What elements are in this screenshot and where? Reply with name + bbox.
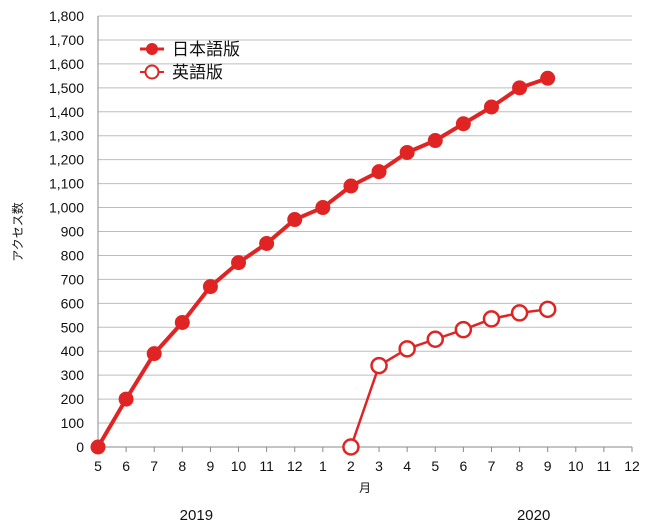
x-tick-label: 6	[122, 458, 130, 474]
x-tick-label: 2	[347, 458, 355, 474]
y-tick-label: 1,000	[49, 200, 84, 216]
legend-entry-english-marker	[144, 64, 160, 80]
x-tick-label: 9	[207, 458, 215, 474]
series-japanese-point	[399, 144, 415, 160]
x-tick-label: 7	[150, 458, 158, 474]
y-tick-label: 0	[76, 439, 84, 455]
y-tick-label: 1,500	[49, 80, 84, 96]
series-japanese-point	[231, 255, 247, 271]
series-english-point	[370, 356, 388, 375]
series-japanese-point	[343, 178, 359, 194]
x-tick-label: 9	[544, 458, 552, 474]
x-tick-label: 10	[231, 458, 247, 474]
y-tick-label: 500	[61, 319, 85, 335]
y-tick-label: 1,800	[49, 8, 84, 24]
series-english-point	[454, 320, 473, 339]
year-label: 2020	[517, 507, 550, 524]
y-axis-ticks: 0 100 200 300 400 500 600 700 800 900 1,000 1,100 1,…	[49, 8, 84, 455]
series-japanese-point	[90, 439, 106, 455]
y-tick-label: 1,100	[49, 176, 84, 192]
y-tick-label: 400	[61, 343, 85, 359]
y-tick-label: 800	[61, 247, 85, 263]
series-japanese-point	[146, 346, 162, 362]
x-axis-ticks: 5 6 7 8 9 10 11 12 1 2 3 4 5 6 7 8 9 10 11 12	[94, 447, 640, 474]
y-tick-label: 600	[61, 295, 85, 311]
x-tick-label: 7	[488, 458, 496, 474]
x-tick-label: 6	[459, 458, 467, 474]
series-japanese-point	[118, 391, 134, 407]
y-tick-label: 1,600	[49, 56, 84, 72]
y-tick-label: 1,700	[49, 32, 84, 48]
x-tick-label: 3	[375, 458, 383, 474]
x-tick-label: 11	[259, 458, 274, 474]
y-tick-label: 900	[61, 224, 85, 240]
series-english-line	[349, 308, 548, 448]
x-axis-label: 月	[359, 481, 371, 495]
series-japanese-point	[540, 70, 556, 86]
legend-entry-english-label: 英語版	[172, 63, 223, 83]
x-tick-label: 8	[178, 458, 186, 474]
series-japanese-line	[96, 76, 549, 449]
y-tick-label: 700	[61, 271, 85, 287]
series-english-point	[538, 300, 557, 319]
series-english-point	[510, 304, 529, 322]
y-tick-label: 1,300	[49, 128, 84, 144]
legend-entry-japanese-marker	[146, 43, 158, 55]
x-tick-label: 5	[94, 458, 102, 474]
x-tick-label: 8	[516, 458, 524, 474]
x-tick-label: 4	[403, 458, 411, 474]
legend-entry-japanese-label: 日本語版	[172, 40, 240, 60]
y-tick-label: 200	[61, 391, 85, 407]
series-english-point	[342, 438, 360, 456]
series-english-point	[482, 310, 501, 328]
y-tick-label: 300	[61, 367, 85, 383]
x-tick-label: 1	[319, 458, 327, 474]
series-english-point	[426, 330, 445, 348]
series-japanese-point	[259, 235, 275, 251]
year-label: 2019	[180, 507, 213, 524]
y-tick-label: 1,200	[49, 152, 84, 168]
series-english-point	[398, 340, 416, 358]
series-japanese-point	[174, 314, 190, 330]
series-japanese-point	[202, 279, 218, 295]
series-layer	[90, 70, 557, 456]
y-tick-label: 100	[61, 415, 85, 431]
series-japanese-point	[371, 164, 387, 180]
x-tick-label: 5	[431, 458, 439, 474]
series-japanese-point	[315, 200, 331, 216]
y-axis-label: アクセス数	[10, 202, 25, 261]
series-japanese-point	[427, 133, 443, 149]
x-tick-label: 12	[287, 458, 303, 474]
year-labels: 2019 2020	[180, 507, 551, 524]
x-tick-label: 12	[624, 458, 640, 474]
series-japanese-point	[483, 99, 499, 115]
series-japanese-point	[287, 212, 303, 228]
y-tick-label: 1,400	[49, 104, 84, 120]
x-tick-label: 11	[597, 458, 612, 474]
series-japanese-point	[512, 80, 528, 96]
x-tick-label: 10	[568, 458, 584, 474]
series-japanese-point	[455, 116, 471, 132]
